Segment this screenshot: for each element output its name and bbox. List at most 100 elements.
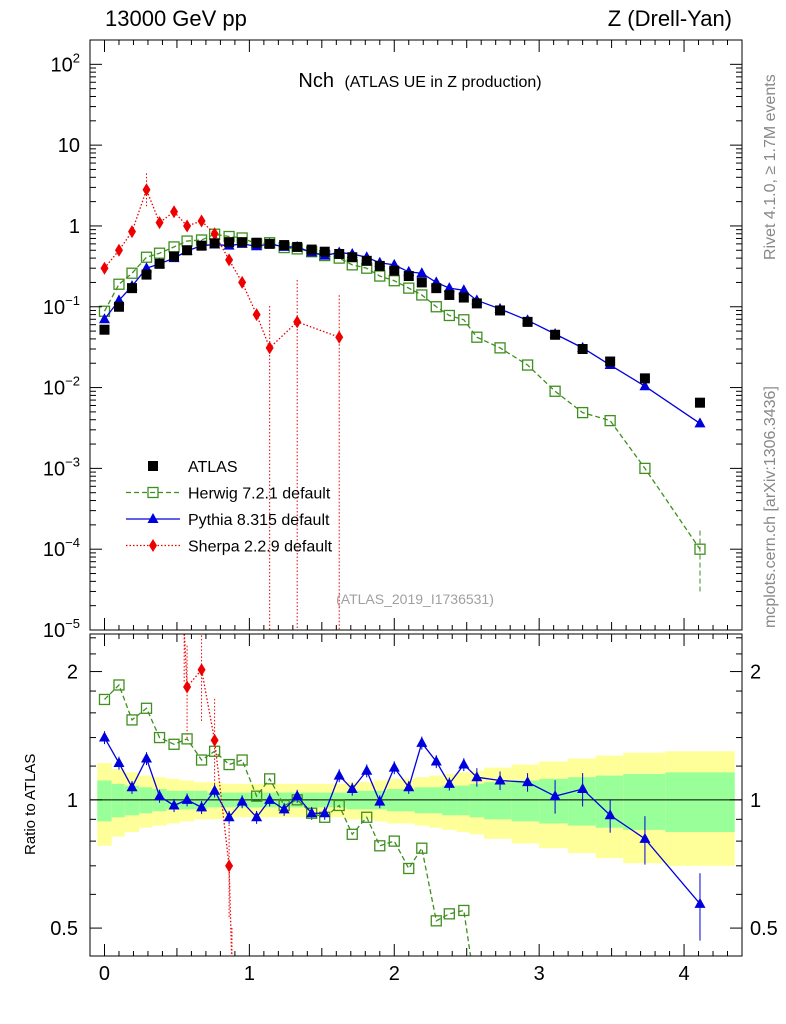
band-green xyxy=(97,780,112,822)
y-tick-label: 10−5 xyxy=(43,616,80,642)
x-tick-label: 3 xyxy=(534,963,545,985)
data-point xyxy=(403,781,415,792)
legend-label: ATLAS xyxy=(188,459,238,476)
data-point xyxy=(471,298,482,309)
data-point xyxy=(605,356,616,367)
data-point xyxy=(99,324,110,335)
series-line-herwig-7-2-1-default xyxy=(103,233,701,550)
data-point xyxy=(306,807,318,818)
data-point xyxy=(443,777,455,788)
y-tick-exponent: 2 xyxy=(73,50,80,65)
data-point xyxy=(576,406,589,419)
band-green xyxy=(124,785,140,816)
data-point xyxy=(292,241,303,252)
data-point xyxy=(128,225,137,239)
data-point xyxy=(495,305,506,316)
band-green xyxy=(595,775,624,828)
data-point xyxy=(416,842,428,854)
ratio-plot-content: 0.5 0.5 1 1 2 2 0 1 2 3 4 xyxy=(50,634,778,985)
y-tick-base: 10 xyxy=(43,620,65,642)
data-point xyxy=(210,227,219,241)
data-point xyxy=(374,260,385,271)
data-point xyxy=(458,292,469,303)
data-point xyxy=(209,784,221,795)
data-point xyxy=(168,738,180,750)
legend-marker xyxy=(147,513,159,523)
data-point xyxy=(154,790,166,801)
data-point xyxy=(550,329,561,340)
data-point xyxy=(639,462,651,475)
data-point xyxy=(225,253,234,267)
y-tick-exponent: −4 xyxy=(65,535,80,550)
data-point xyxy=(197,214,206,228)
data-point xyxy=(374,840,386,852)
y-tick-label: 1 xyxy=(69,216,80,238)
data-point xyxy=(114,243,123,257)
data-point xyxy=(430,915,442,927)
data-point xyxy=(333,799,345,812)
data-point xyxy=(279,240,290,251)
data-point xyxy=(374,270,386,282)
y-tick-label: 10−2 xyxy=(43,374,80,400)
data-point xyxy=(113,278,125,290)
main-x-axis xyxy=(89,40,743,630)
data-point xyxy=(98,313,110,324)
data-point xyxy=(458,314,470,326)
data-point xyxy=(361,255,372,266)
series-line-pythia-8-315-default xyxy=(103,243,701,424)
data-point xyxy=(113,679,125,691)
series-sherpa-2-2-9-default xyxy=(183,634,234,956)
legend-label: Pythia 8.315 default xyxy=(188,512,330,529)
data-point xyxy=(577,344,588,355)
data-point xyxy=(140,702,153,714)
data-point xyxy=(416,736,428,747)
data-point xyxy=(197,663,206,677)
series-line-sherpa-2-2-9-default xyxy=(103,187,340,349)
y-tick-base: 10 xyxy=(58,135,80,157)
data-point xyxy=(265,341,274,355)
data-point xyxy=(335,330,344,344)
band-green xyxy=(539,778,569,824)
data-point xyxy=(264,238,275,249)
data-point xyxy=(694,397,705,408)
data-point xyxy=(181,733,193,745)
data-point xyxy=(113,301,124,312)
data-point xyxy=(416,267,428,278)
data-point xyxy=(694,417,706,428)
data-point xyxy=(209,238,220,249)
series-herwig-7-2-1-default xyxy=(98,228,706,555)
data-point xyxy=(522,776,534,787)
main-series-group xyxy=(98,173,706,630)
y-tick-label: 102 xyxy=(51,50,80,76)
data-point xyxy=(142,183,151,197)
data-point xyxy=(306,244,317,255)
ratio-y-tick-label-right: 1 xyxy=(750,790,761,812)
data-point xyxy=(278,803,290,814)
data-point xyxy=(430,301,442,313)
ratio-y-axis: 0.5 0.5 1 1 2 2 xyxy=(50,637,778,940)
chart-title: Nch (ATLAS UE in Z production) xyxy=(298,70,541,92)
data-point xyxy=(98,693,111,706)
data-point xyxy=(443,282,455,293)
legend-item-sherpa-2-2-9-default: Sherpa 2.2.9 default xyxy=(126,539,333,556)
data-point xyxy=(182,245,193,256)
data-point xyxy=(403,282,415,294)
data-point xyxy=(639,373,650,384)
data-point xyxy=(522,316,533,327)
data-point xyxy=(388,275,400,287)
data-point xyxy=(334,248,345,259)
band-green xyxy=(484,782,512,820)
data-point xyxy=(126,781,138,792)
legend-marker xyxy=(148,461,158,471)
data-point xyxy=(113,757,125,768)
header-left-label: 13000 GeV pp xyxy=(105,6,247,31)
data-point xyxy=(170,205,179,219)
x-tick-label: 4 xyxy=(678,963,689,985)
data-point xyxy=(471,331,483,343)
data-point xyxy=(604,414,616,427)
series-herwig-7-2-1-default xyxy=(98,679,472,956)
band-green xyxy=(456,785,470,816)
ratio-y-tick-label-right: 0.5 xyxy=(750,918,778,940)
data-point xyxy=(183,680,192,694)
